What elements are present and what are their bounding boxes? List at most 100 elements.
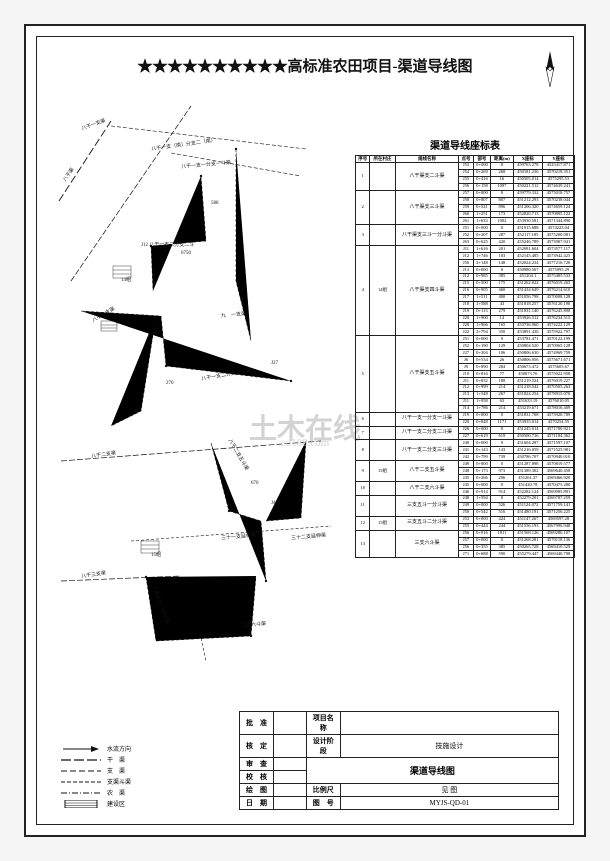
data-cell: J56	[459, 183, 473, 190]
seq-cell: 12	[356, 516, 370, 530]
data-cell: 0+000	[473, 516, 490, 523]
canal-name-cell: 八干渠支三斗渠	[395, 190, 459, 225]
data-cell: 4569597.28	[542, 516, 574, 523]
table-row: 6八干一支一分支一斗渠J190+0000451831.7084575928.78…	[356, 412, 575, 419]
data-cell: J45	[459, 475, 473, 482]
data-cell: 0	[491, 426, 514, 433]
titleblock-cell: 批 准	[240, 712, 274, 735]
titleblock-cell	[274, 797, 307, 810]
data-cell: 0+521	[473, 204, 490, 211]
data-cell: 4570238.044	[542, 197, 574, 204]
village-cell: 14组	[370, 246, 395, 336]
village-cell	[370, 440, 395, 461]
data-cell: J53	[459, 516, 473, 523]
legend-item: 水流方向	[61, 744, 221, 753]
data-cell: 1+594	[473, 495, 490, 502]
data-cell: 4571597.107	[542, 440, 574, 447]
data-cell: J10	[459, 371, 473, 378]
legend-symbol-icon	[61, 778, 101, 786]
data-cell: 0+848	[473, 419, 490, 426]
canal-name-cell: 八干二支六斗渠	[395, 482, 459, 496]
data-cell: 287	[491, 232, 514, 239]
data-cell: 0	[491, 162, 514, 169]
data-cell: 450673.472	[513, 364, 542, 371]
data-cell: 4575485.533	[542, 273, 574, 280]
data-cell: 450505.014	[513, 176, 542, 183]
data-cell: J53	[459, 162, 473, 169]
data-cell: 0+113	[473, 308, 490, 315]
data-cell: 1+958	[473, 398, 490, 405]
data-cell: 451268.281	[513, 537, 542, 544]
titleblock-row: 审 查渠道导线图	[240, 758, 559, 771]
data-cell: 279	[491, 308, 514, 315]
data-cell: J22	[459, 329, 473, 336]
data-cell: 450786.707	[513, 454, 542, 461]
data-cell: J12	[459, 253, 473, 260]
data-cell: J20	[459, 322, 473, 329]
legend-symbol-icon	[61, 789, 101, 797]
data-cell: J58	[459, 197, 473, 204]
village-cell	[370, 495, 395, 516]
data-cell: 0+000	[473, 336, 490, 343]
data-cell: 63	[491, 398, 514, 405]
data-cell: 1+786	[473, 405, 490, 412]
data-cell: 0+000	[473, 537, 490, 544]
seq-cell: 5	[356, 336, 370, 412]
data-cell: 451219.524	[513, 378, 542, 385]
seq-cell: 13	[356, 530, 370, 558]
data-cell: 400	[491, 294, 514, 301]
data-cell: 451218.542	[513, 384, 542, 391]
data-cell: 452117.185	[513, 232, 542, 239]
data-cell: 4571525.981	[542, 447, 574, 454]
legend-symbol-icon	[61, 756, 101, 764]
data-cell: J42	[459, 454, 473, 461]
data-cell: J18	[459, 301, 473, 308]
map-label: 588	[211, 201, 219, 206]
data-cell: 451420.78	[513, 482, 542, 489]
village-cell	[370, 162, 395, 190]
data-cell: J26	[459, 426, 473, 433]
titleblock-cell	[274, 758, 307, 771]
data-cell: 4570254.55	[542, 419, 574, 426]
titleblock-cell	[274, 771, 307, 784]
data-cell: J56	[459, 544, 473, 551]
data-cell: 451480.191	[513, 509, 542, 516]
data-cell: 0+985	[473, 273, 490, 280]
data-cell: 4575295.53	[542, 176, 574, 183]
data-cell: 1+588	[473, 301, 490, 308]
map-label: 6750	[181, 251, 191, 256]
canal-name-cell: 八干渠支四斗渠	[395, 246, 459, 336]
data-cell: 0+542	[473, 509, 490, 516]
data-cell: J59	[459, 204, 473, 211]
coord-header-cell: 部号	[473, 156, 490, 163]
data-cell: 452282.124	[513, 489, 542, 496]
table-row: 5八干渠支五斗渠J510+0000453781.4714570122.199	[356, 336, 575, 343]
data-cell: 451056.798	[513, 294, 542, 301]
data-cell: 451206.320	[513, 204, 542, 211]
data-cell: 188	[491, 378, 514, 385]
data-cell: 0+000	[473, 412, 490, 419]
seq-cell: 8	[356, 440, 370, 461]
data-cell: 450806.956	[513, 357, 542, 364]
data-cell: J48	[459, 495, 473, 502]
data-cell: 2+148	[473, 260, 490, 267]
data-cell: 0+000	[473, 225, 490, 232]
data-cell: 451287.898	[513, 461, 542, 468]
data-cell: 451556.193	[513, 523, 542, 530]
data-cell: 26	[491, 357, 514, 364]
titleblock-cell	[274, 784, 307, 797]
data-cell: J9	[459, 364, 473, 371]
coord-header-cell: 序号	[356, 156, 370, 163]
coord-header-cell: 点号	[459, 156, 473, 163]
table-row: 7八干一支二分支二斗渠J260+0000451245.0144571700.92…	[356, 426, 575, 433]
data-cell: 244	[491, 523, 514, 530]
legend-item: 支渠斗渠	[61, 777, 221, 786]
data-cell: 0	[491, 440, 514, 447]
data-cell: 4570118.136	[542, 537, 574, 544]
data-cell: J55	[459, 523, 473, 530]
data-cell: 4577216.720	[542, 260, 574, 267]
data-cell: 451216.059	[513, 447, 542, 454]
canal-map: 八干渠八干一支渠八干一支（南）分支二（南）八干一支一分支一斗渠588J12 八干…	[51, 81, 351, 671]
titleblock-cell	[340, 712, 558, 735]
data-cell: 424	[491, 516, 514, 523]
